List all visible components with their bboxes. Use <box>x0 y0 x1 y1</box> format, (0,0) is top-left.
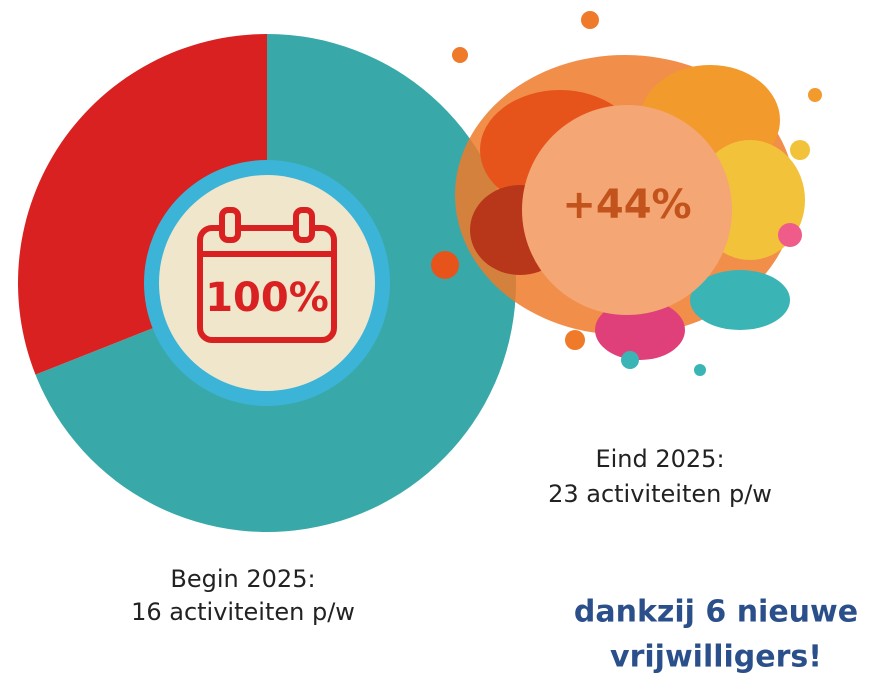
footer: vrijwilligers! <box>610 640 822 675</box>
start-caption: 16 activiteiten p/w <box>131 598 355 626</box>
end-caption: Eind 2025: <box>595 445 724 473</box>
footer: dankzij 6 nieuwe <box>574 595 858 630</box>
end-caption: 23 activiteiten p/w <box>548 480 772 508</box>
center-label: 100% <box>205 275 329 321</box>
bubble-label: +44% <box>562 182 691 228</box>
start-caption: Begin 2025: <box>170 565 315 593</box>
page: Activiteiten 2025 {"chart_data": {"type"… <box>0 0 873 679</box>
body: 100% +44% Eind 2025: 23 activiteiten p/w… <box>0 0 873 679</box>
infographic: 100% +44% Eind 2025: 23 activiteiten p/w… <box>0 0 873 679</box>
